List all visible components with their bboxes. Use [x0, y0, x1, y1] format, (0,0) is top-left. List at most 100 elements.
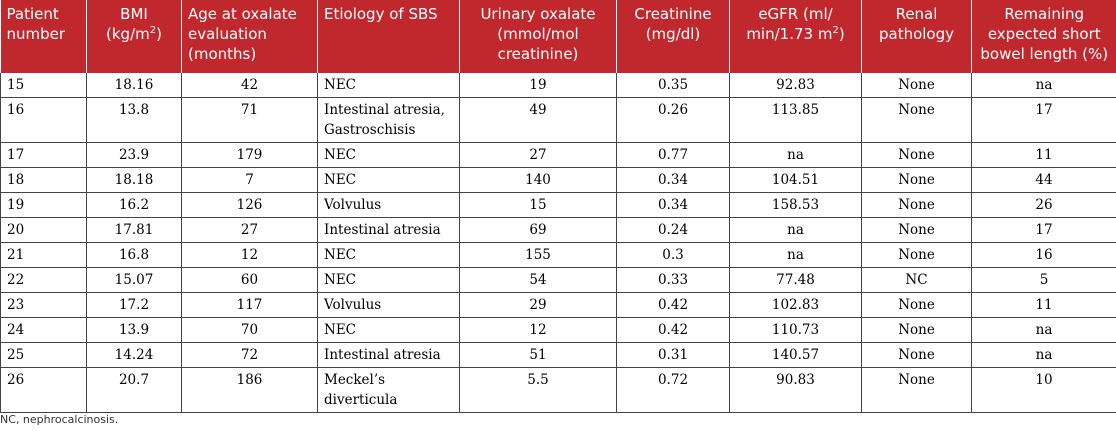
cell-renal-pathology: None	[861, 192, 972, 218]
cell-bmi: 17.81	[86, 217, 182, 243]
header-text: Remaining expected short bowel length (%…	[980, 5, 1109, 63]
cell-remaining-bowel-length: 17	[971, 217, 1116, 243]
cell-urinary-oxalate: 49	[459, 97, 617, 143]
cell-age-at-evaluation: 186	[181, 367, 318, 413]
cell-patient-number: 16	[0, 97, 87, 143]
cell-egfr: 140.57	[729, 342, 862, 368]
cell-egfr: 90.83	[729, 367, 862, 413]
table-row: 20 17.81 27 Intestinal atresia 69 0.24 na None 1…	[0, 217, 1116, 243]
cell-urinary-oxalate: 12	[459, 317, 617, 343]
header-suffix: )	[156, 25, 162, 43]
cell-renal-pathology: None	[861, 73, 972, 98]
cell-etiology: Meckel’s diverticula	[317, 367, 460, 413]
header-bmi: BMI (kg/m2)	[86, 0, 182, 73]
cell-etiology: Volvulus	[317, 192, 460, 218]
cell-patient-number: 19	[0, 192, 87, 218]
footnote: NC, nephrocalcinosis.	[0, 413, 119, 426]
cell-patient-number: 25	[0, 342, 87, 368]
cell-etiology: Intestinal atresia	[317, 342, 460, 368]
table-row: 25 14.24 72 Intestinal atresia 51 0.31 140.57 N…	[0, 342, 1116, 368]
header-superscript: 2	[149, 25, 157, 36]
cell-creatinine: 0.24	[616, 217, 730, 243]
cell-age-at-evaluation: 72	[181, 342, 318, 368]
cell-creatinine: 0.35	[616, 73, 730, 98]
cell-egfr: na	[729, 242, 862, 268]
cell-renal-pathology: None	[861, 167, 972, 193]
cell-creatinine: 0.34	[616, 192, 730, 218]
cell-renal-pathology: None	[861, 97, 972, 143]
cell-patient-number: 26	[0, 367, 87, 413]
cell-age-at-evaluation: 27	[181, 217, 318, 243]
cell-age-at-evaluation: 60	[181, 267, 318, 293]
cell-remaining-bowel-length: 16	[971, 242, 1116, 268]
cell-egfr: 104.51	[729, 167, 862, 193]
cell-patient-number: 23	[0, 292, 87, 318]
cell-etiology: NEC	[317, 73, 460, 98]
table-row: 21 16.8 12 NEC 155 0.3 na None 16	[0, 242, 1116, 268]
table-row: 19 16.2 126 Volvulus 15 0.34 158.53 None 26	[0, 192, 1116, 218]
header-patient-number: Patient number	[0, 0, 87, 73]
cell-patient-number: 17	[0, 142, 87, 168]
cell-creatinine: 0.31	[616, 342, 730, 368]
header-text: Etiology of SBS	[324, 5, 438, 23]
cell-creatinine: 0.72	[616, 367, 730, 413]
cell-renal-pathology: None	[861, 217, 972, 243]
header-text: Renal pathology	[878, 5, 955, 43]
cell-etiology: Volvulus	[317, 292, 460, 318]
cell-etiology: NEC	[317, 242, 460, 268]
cell-creatinine: 0.3	[616, 242, 730, 268]
cell-egfr: 110.73	[729, 317, 862, 343]
cell-bmi: 15.07	[86, 267, 182, 293]
cell-creatinine: 0.33	[616, 267, 730, 293]
cell-urinary-oxalate: 19	[459, 73, 617, 98]
cell-age-at-evaluation: 71	[181, 97, 318, 143]
table-body: 15 18.16 42 NEC 19 0.35 92.83 None na 16 13.8 71 Int…	[0, 73, 1116, 413]
cell-remaining-bowel-length: 11	[971, 292, 1116, 318]
cell-remaining-bowel-length: 44	[971, 167, 1116, 193]
cell-bmi: 17.2	[86, 292, 182, 318]
cell-urinary-oxalate: 140	[459, 167, 617, 193]
cell-egfr: 92.83	[729, 73, 862, 98]
header-text: Age at oxalate evaluation (months)	[188, 5, 297, 63]
cell-renal-pathology: None	[861, 342, 972, 368]
cell-bmi: 16.2	[86, 192, 182, 218]
cell-bmi: 23.9	[86, 142, 182, 168]
cell-urinary-oxalate: 5.5	[459, 367, 617, 413]
header-egfr: eGFR (ml/ min/1.73 m2)	[729, 0, 862, 73]
header-text: eGFR (ml/ min/1.73 m	[746, 5, 833, 43]
cell-remaining-bowel-length: na	[971, 317, 1116, 343]
cell-age-at-evaluation: 117	[181, 292, 318, 318]
cell-patient-number: 20	[0, 217, 87, 243]
cell-urinary-oxalate: 54	[459, 267, 617, 293]
cell-bmi: 20.7	[86, 367, 182, 413]
header-remaining-bowel-length: Remaining expected short bowel length (%…	[971, 0, 1116, 73]
cell-age-at-evaluation: 42	[181, 73, 318, 98]
cell-bmi: 18.16	[86, 73, 182, 98]
cell-creatinine: 0.42	[616, 317, 730, 343]
cell-bmi: 16.8	[86, 242, 182, 268]
cell-egfr: 102.83	[729, 292, 862, 318]
cell-bmi: 13.9	[86, 317, 182, 343]
cell-age-at-evaluation: 179	[181, 142, 318, 168]
cell-urinary-oxalate: 15	[459, 192, 617, 218]
table-row: 24 13.9 70 NEC 12 0.42 110.73 None na	[0, 317, 1116, 343]
header-urinary-oxalate: Urinary oxalate (mmol/mol creatinine)	[459, 0, 617, 73]
cell-etiology: NEC	[317, 317, 460, 343]
cell-remaining-bowel-length: 26	[971, 192, 1116, 218]
cell-etiology: NEC	[317, 267, 460, 293]
table-row: 22 15.07 60 NEC 54 0.33 77.48 NC 5	[0, 267, 1116, 293]
table-row: 23 17.2 117 Volvulus 29 0.42 102.83 None 11	[0, 292, 1116, 318]
cell-urinary-oxalate: 51	[459, 342, 617, 368]
header-creatinine: Creatinine (mg/dl)	[616, 0, 730, 73]
cell-remaining-bowel-length: na	[971, 73, 1116, 98]
cell-renal-pathology: None	[861, 367, 972, 413]
cell-patient-number: 22	[0, 267, 87, 293]
cell-urinary-oxalate: 29	[459, 292, 617, 318]
header-superscript: 2	[832, 25, 839, 36]
cell-patient-number: 21	[0, 242, 87, 268]
table-row: 17 23.9 179 NEC 27 0.77 na None 11	[0, 142, 1116, 168]
cell-creatinine: 0.42	[616, 292, 730, 318]
cell-bmi: 14.24	[86, 342, 182, 368]
cell-egfr: na	[729, 217, 862, 243]
cell-urinary-oxalate: 27	[459, 142, 617, 168]
